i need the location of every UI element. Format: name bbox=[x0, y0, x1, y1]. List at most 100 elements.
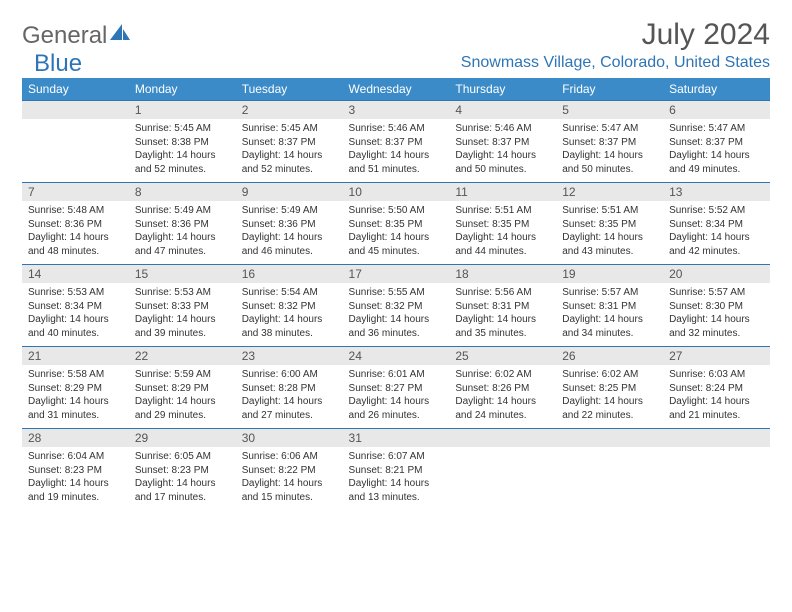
day-body: Sunrise: 5:51 AMSunset: 8:35 PMDaylight:… bbox=[449, 201, 556, 264]
day-body: Sunrise: 5:47 AMSunset: 8:37 PMDaylight:… bbox=[663, 119, 770, 182]
day-body: Sunrise: 5:49 AMSunset: 8:36 PMDaylight:… bbox=[236, 201, 343, 264]
day-body: Sunrise: 6:06 AMSunset: 8:22 PMDaylight:… bbox=[236, 447, 343, 510]
calendar-day-cell bbox=[449, 428, 556, 510]
day-number: 25 bbox=[449, 346, 556, 365]
calendar-day-cell: 25Sunrise: 6:02 AMSunset: 8:26 PMDayligh… bbox=[449, 346, 556, 428]
calendar-day-cell: 7Sunrise: 5:48 AMSunset: 8:36 PMDaylight… bbox=[22, 182, 129, 264]
day-body: Sunrise: 5:57 AMSunset: 8:30 PMDaylight:… bbox=[663, 283, 770, 346]
calendar-day-cell: 31Sunrise: 6:07 AMSunset: 8:21 PMDayligh… bbox=[343, 428, 450, 510]
calendar-day-cell: 1Sunrise: 5:45 AMSunset: 8:38 PMDaylight… bbox=[129, 100, 236, 182]
calendar-day-cell: 16Sunrise: 5:54 AMSunset: 8:32 PMDayligh… bbox=[236, 264, 343, 346]
day-number: 15 bbox=[129, 264, 236, 283]
calendar-day-cell: 19Sunrise: 5:57 AMSunset: 8:31 PMDayligh… bbox=[556, 264, 663, 346]
day-number: 10 bbox=[343, 182, 450, 201]
day-number: 28 bbox=[22, 428, 129, 447]
day-number: 11 bbox=[449, 182, 556, 201]
calendar-day-cell: 22Sunrise: 5:59 AMSunset: 8:29 PMDayligh… bbox=[129, 346, 236, 428]
calendar-day-cell: 2Sunrise: 5:45 AMSunset: 8:37 PMDaylight… bbox=[236, 100, 343, 182]
day-body: Sunrise: 5:46 AMSunset: 8:37 PMDaylight:… bbox=[449, 119, 556, 182]
calendar-day-cell bbox=[22, 100, 129, 182]
day-body: Sunrise: 6:04 AMSunset: 8:23 PMDaylight:… bbox=[22, 447, 129, 510]
day-number: 18 bbox=[449, 264, 556, 283]
day-body: Sunrise: 5:48 AMSunset: 8:36 PMDaylight:… bbox=[22, 201, 129, 264]
day-number-empty bbox=[449, 428, 556, 447]
day-number: 31 bbox=[343, 428, 450, 447]
calendar-day-cell: 13Sunrise: 5:52 AMSunset: 8:34 PMDayligh… bbox=[663, 182, 770, 264]
calendar-day-cell: 30Sunrise: 6:06 AMSunset: 8:22 PMDayligh… bbox=[236, 428, 343, 510]
calendar-day-cell: 29Sunrise: 6:05 AMSunset: 8:23 PMDayligh… bbox=[129, 428, 236, 510]
day-body-empty bbox=[556, 447, 663, 507]
day-body: Sunrise: 6:03 AMSunset: 8:24 PMDaylight:… bbox=[663, 365, 770, 428]
calendar-week-row: 1Sunrise: 5:45 AMSunset: 8:38 PMDaylight… bbox=[22, 100, 770, 182]
brand-sail-icon bbox=[109, 23, 131, 46]
day-number: 22 bbox=[129, 346, 236, 365]
day-number: 5 bbox=[556, 100, 663, 119]
day-body: Sunrise: 6:07 AMSunset: 8:21 PMDaylight:… bbox=[343, 447, 450, 510]
calendar-day-cell: 4Sunrise: 5:46 AMSunset: 8:37 PMDaylight… bbox=[449, 100, 556, 182]
calendar-day-cell: 8Sunrise: 5:49 AMSunset: 8:36 PMDaylight… bbox=[129, 182, 236, 264]
calendar-day-cell bbox=[556, 428, 663, 510]
day-number-empty bbox=[556, 428, 663, 447]
calendar-day-cell: 12Sunrise: 5:51 AMSunset: 8:35 PMDayligh… bbox=[556, 182, 663, 264]
calendar-day-cell: 18Sunrise: 5:56 AMSunset: 8:31 PMDayligh… bbox=[449, 264, 556, 346]
day-number: 19 bbox=[556, 264, 663, 283]
day-number: 30 bbox=[236, 428, 343, 447]
weekday-header: Friday bbox=[556, 78, 663, 100]
day-body: Sunrise: 5:56 AMSunset: 8:31 PMDaylight:… bbox=[449, 283, 556, 346]
day-number: 9 bbox=[236, 182, 343, 201]
calendar-week-row: 14Sunrise: 5:53 AMSunset: 8:34 PMDayligh… bbox=[22, 264, 770, 346]
title-block: July 2024 bbox=[642, 18, 770, 52]
day-number: 3 bbox=[343, 100, 450, 119]
day-body-empty bbox=[449, 447, 556, 507]
weekday-header: Sunday bbox=[22, 78, 129, 100]
day-number: 26 bbox=[556, 346, 663, 365]
calendar-day-cell: 20Sunrise: 5:57 AMSunset: 8:30 PMDayligh… bbox=[663, 264, 770, 346]
day-number: 6 bbox=[663, 100, 770, 119]
calendar-week-row: 7Sunrise: 5:48 AMSunset: 8:36 PMDaylight… bbox=[22, 182, 770, 264]
location: Snowmass Village, Colorado, United State… bbox=[461, 54, 770, 72]
day-body: Sunrise: 5:47 AMSunset: 8:37 PMDaylight:… bbox=[556, 119, 663, 182]
day-body: Sunrise: 6:01 AMSunset: 8:27 PMDaylight:… bbox=[343, 365, 450, 428]
day-body: Sunrise: 5:53 AMSunset: 8:33 PMDaylight:… bbox=[129, 283, 236, 346]
day-body: Sunrise: 6:00 AMSunset: 8:28 PMDaylight:… bbox=[236, 365, 343, 428]
calendar-day-cell: 21Sunrise: 5:58 AMSunset: 8:29 PMDayligh… bbox=[22, 346, 129, 428]
day-body: Sunrise: 5:53 AMSunset: 8:34 PMDaylight:… bbox=[22, 283, 129, 346]
day-body-empty bbox=[22, 119, 129, 179]
calendar-day-cell: 15Sunrise: 5:53 AMSunset: 8:33 PMDayligh… bbox=[129, 264, 236, 346]
calendar-day-cell: 14Sunrise: 5:53 AMSunset: 8:34 PMDayligh… bbox=[22, 264, 129, 346]
day-body: Sunrise: 5:54 AMSunset: 8:32 PMDaylight:… bbox=[236, 283, 343, 346]
calendar-day-cell: 17Sunrise: 5:55 AMSunset: 8:32 PMDayligh… bbox=[343, 264, 450, 346]
month-title: July 2024 bbox=[642, 18, 770, 52]
calendar-table: SundayMondayTuesdayWednesdayThursdayFrid… bbox=[22, 78, 770, 510]
day-body: Sunrise: 5:49 AMSunset: 8:36 PMDaylight:… bbox=[129, 201, 236, 264]
day-number-empty bbox=[663, 428, 770, 447]
day-body: Sunrise: 5:57 AMSunset: 8:31 PMDaylight:… bbox=[556, 283, 663, 346]
day-body: Sunrise: 5:52 AMSunset: 8:34 PMDaylight:… bbox=[663, 201, 770, 264]
day-body: Sunrise: 5:46 AMSunset: 8:37 PMDaylight:… bbox=[343, 119, 450, 182]
day-number: 16 bbox=[236, 264, 343, 283]
day-number-empty bbox=[22, 100, 129, 119]
calendar-week-row: 28Sunrise: 6:04 AMSunset: 8:23 PMDayligh… bbox=[22, 428, 770, 510]
day-body: Sunrise: 6:02 AMSunset: 8:26 PMDaylight:… bbox=[449, 365, 556, 428]
weekday-header: Saturday bbox=[663, 78, 770, 100]
weekday-header: Wednesday bbox=[343, 78, 450, 100]
calendar-week-row: 21Sunrise: 5:58 AMSunset: 8:29 PMDayligh… bbox=[22, 346, 770, 428]
calendar-day-cell: 11Sunrise: 5:51 AMSunset: 8:35 PMDayligh… bbox=[449, 182, 556, 264]
weekday-header-row: SundayMondayTuesdayWednesdayThursdayFrid… bbox=[22, 78, 770, 100]
day-number: 7 bbox=[22, 182, 129, 201]
day-number: 14 bbox=[22, 264, 129, 283]
day-number: 1 bbox=[129, 100, 236, 119]
calendar-day-cell: 27Sunrise: 6:03 AMSunset: 8:24 PMDayligh… bbox=[663, 346, 770, 428]
day-body: Sunrise: 6:02 AMSunset: 8:25 PMDaylight:… bbox=[556, 365, 663, 428]
day-body: Sunrise: 5:50 AMSunset: 8:35 PMDaylight:… bbox=[343, 201, 450, 264]
weekday-header: Monday bbox=[129, 78, 236, 100]
calendar-day-cell: 9Sunrise: 5:49 AMSunset: 8:36 PMDaylight… bbox=[236, 182, 343, 264]
calendar-day-cell bbox=[663, 428, 770, 510]
day-number: 4 bbox=[449, 100, 556, 119]
day-body: Sunrise: 5:51 AMSunset: 8:35 PMDaylight:… bbox=[556, 201, 663, 264]
day-number: 23 bbox=[236, 346, 343, 365]
day-body: Sunrise: 5:45 AMSunset: 8:38 PMDaylight:… bbox=[129, 119, 236, 182]
calendar-day-cell: 3Sunrise: 5:46 AMSunset: 8:37 PMDaylight… bbox=[343, 100, 450, 182]
brand-logo: General bbox=[22, 22, 131, 50]
day-body: Sunrise: 5:55 AMSunset: 8:32 PMDaylight:… bbox=[343, 283, 450, 346]
